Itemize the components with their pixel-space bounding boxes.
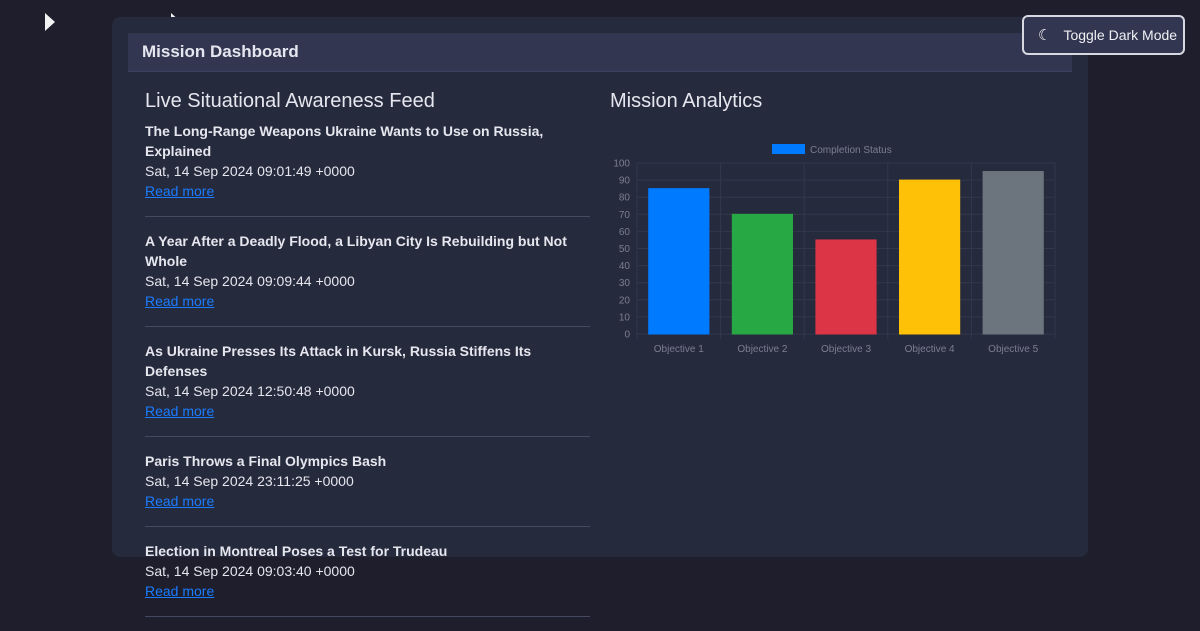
bar-4 xyxy=(899,179,961,335)
feed-item-title: Paris Throws a Final Olympics Bash xyxy=(145,453,387,469)
feed-item-date: Sat, 14 Sep 2024 09:01:49 +0000 xyxy=(145,163,355,179)
dashboard-card: Mission Dashboard Live Situational Aware… xyxy=(112,17,1088,617)
feed-item-title: As Ukraine Presses Its Attack in Kursk, … xyxy=(145,343,532,379)
moon-icon: ☾ xyxy=(1038,27,1052,44)
analytics-title: Mission Analytics xyxy=(610,90,763,112)
bar-3 xyxy=(815,239,877,335)
toggle-dark-mode-button[interactable]: ☾ Toggle Dark Mode xyxy=(1022,15,1185,55)
y-tick-label: 60 xyxy=(619,227,631,238)
y-tick-label: 20 xyxy=(619,295,631,306)
feed-item: Paris Throws a Final Olympics Bash Sat, … xyxy=(145,451,590,527)
feed-item-title: A Year After a Deadly Flood, a Libyan Ci… xyxy=(145,233,567,269)
bar-5 xyxy=(982,171,1044,335)
feed-item-title: Election in Montreal Poses a Test for Tr… xyxy=(145,543,448,559)
feed-item-title: The Long-Range Weapons Ukraine Wants to … xyxy=(145,123,544,159)
x-tick-label: Objective 5 xyxy=(988,344,1038,355)
expand-arrow-icon[interactable] xyxy=(45,13,55,31)
legend-swatch xyxy=(772,144,805,154)
page-title: Mission Dashboard xyxy=(142,42,299,61)
y-tick-label: 50 xyxy=(619,244,631,255)
y-tick-label: 90 xyxy=(619,176,631,187)
read-more-link[interactable]: Read more xyxy=(145,583,215,599)
feed-item: Election in Montreal Poses a Test for Tr… xyxy=(145,541,590,617)
feed-item: A Year After a Deadly Flood, a Libyan Ci… xyxy=(145,231,590,327)
bar-2 xyxy=(731,213,793,335)
y-tick-label: 70 xyxy=(619,210,631,221)
x-tick-label: Objective 1 xyxy=(654,344,704,355)
y-tick-label: 40 xyxy=(619,261,631,272)
x-tick-label: Objective 2 xyxy=(737,344,787,355)
feed-item: The Long-Range Weapons Ukraine Wants to … xyxy=(145,121,590,217)
x-tick-label: Objective 3 xyxy=(821,344,871,355)
legend-label: Completion Status xyxy=(810,145,892,156)
feed-title: Live Situational Awareness Feed xyxy=(145,90,435,112)
feed-item-date: Sat, 14 Sep 2024 09:03:40 +0000 xyxy=(145,563,355,579)
y-tick-label: 10 xyxy=(619,312,631,323)
toggle-label: Toggle Dark Mode xyxy=(1063,27,1178,43)
y-tick-label: 100 xyxy=(613,159,630,170)
feed-item-date: Sat, 14 Sep 2024 12:50:48 +0000 xyxy=(145,383,355,399)
completion-bar-chart: 0 10 20 30 40 50 60 70 80 90 100 Objective 1 Objecti… xyxy=(613,144,1056,355)
read-more-link[interactable]: Read more xyxy=(145,293,215,309)
feed-item: As Ukraine Presses Its Attack in Kursk, … xyxy=(145,341,590,437)
y-tick-label: 0 xyxy=(624,330,630,341)
read-more-link[interactable]: Read more xyxy=(145,183,215,199)
y-tick-label: 30 xyxy=(619,278,631,289)
read-more-link[interactable]: Read more xyxy=(145,493,215,509)
feed-item-date: Sat, 14 Sep 2024 23:11:25 +0000 xyxy=(145,473,354,489)
bar-1 xyxy=(648,188,710,335)
x-tick-label: Objective 4 xyxy=(905,344,955,355)
analytics-panel: Mission Analytics 0 10 20 30 40 50 60 70 80 90 100… xyxy=(610,90,1070,355)
feed-item-date: Sat, 14 Sep 2024 09:09:44 +0000 xyxy=(145,273,355,289)
card-header: Mission Dashboard xyxy=(128,33,1072,72)
y-tick-label: 80 xyxy=(619,193,631,204)
read-more-link[interactable]: Read more xyxy=(145,403,215,419)
news-feed: Live Situational Awareness Feed The Long… xyxy=(145,90,590,631)
